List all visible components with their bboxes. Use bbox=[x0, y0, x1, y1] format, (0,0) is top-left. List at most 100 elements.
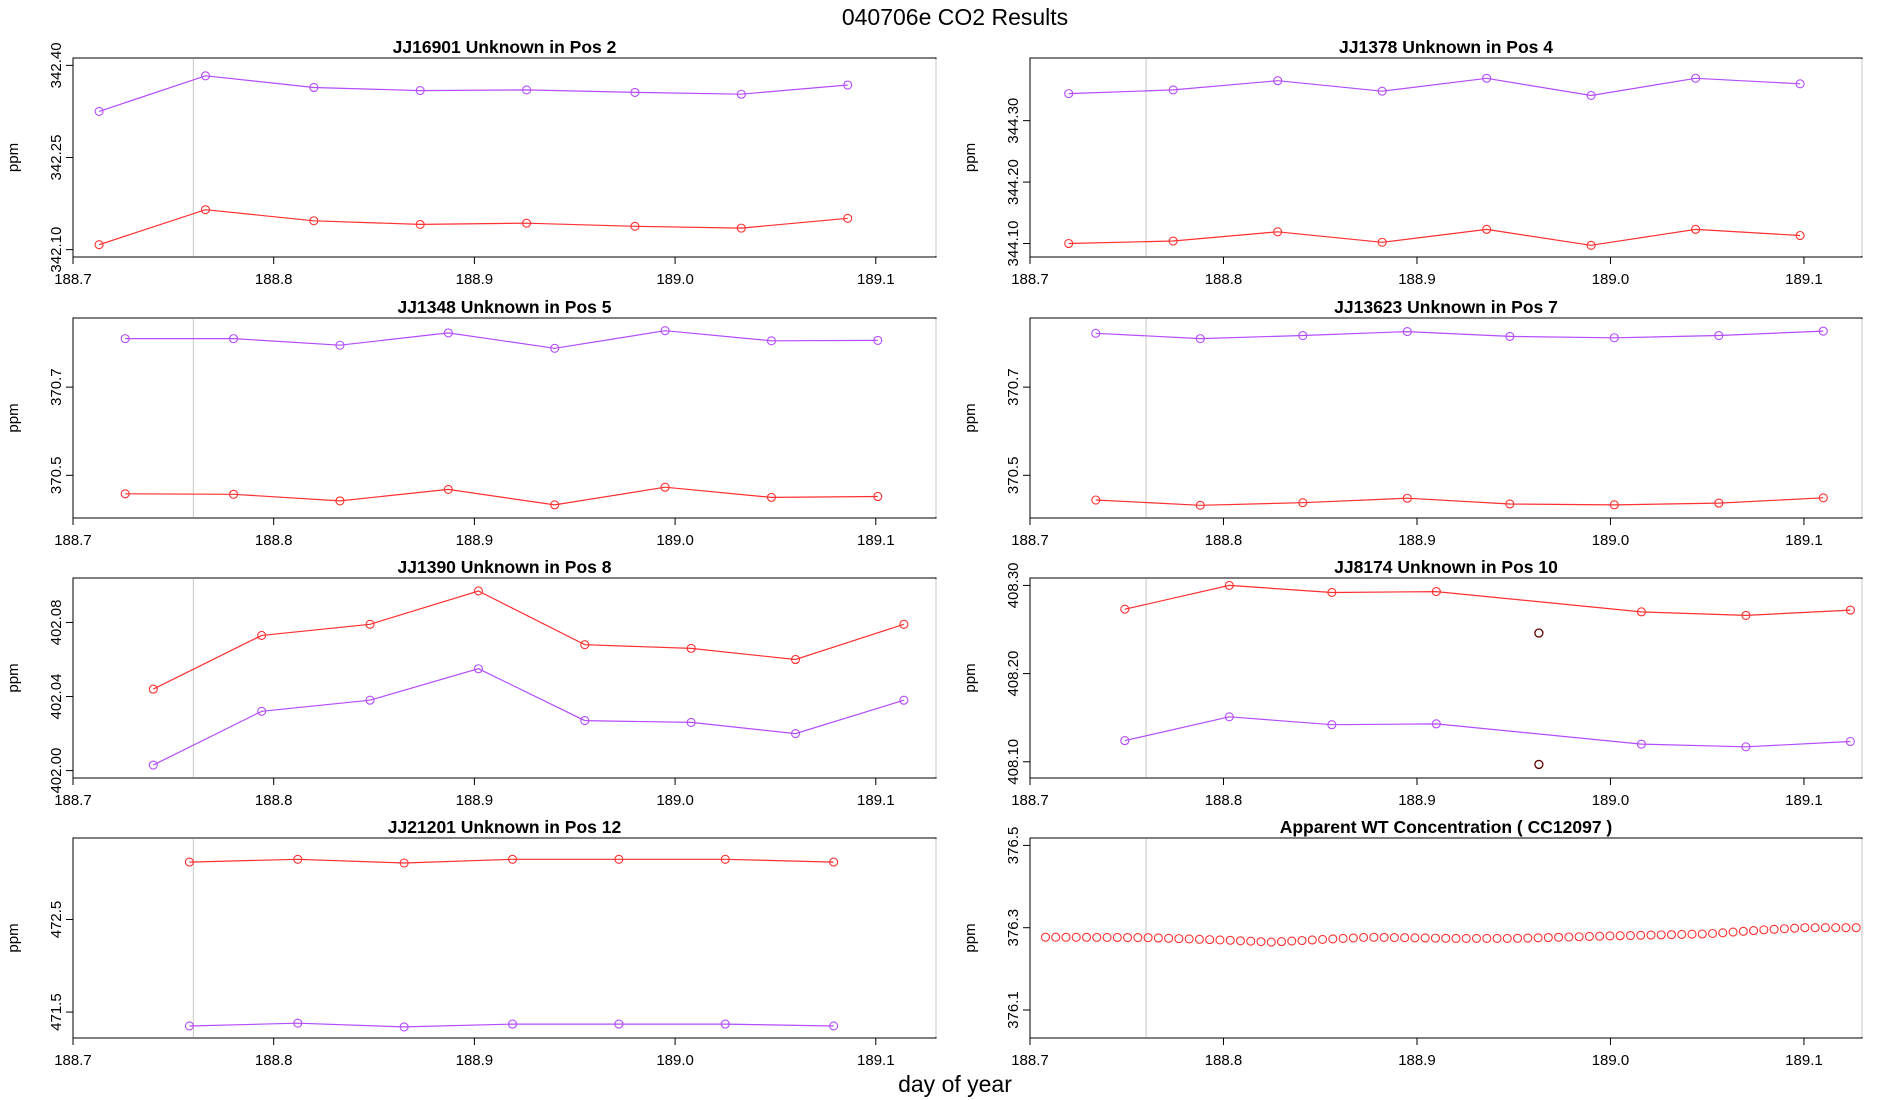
scatter-point bbox=[1533, 933, 1543, 943]
x-tick-label: 189.1 bbox=[857, 1052, 895, 1069]
scatter-point bbox=[1810, 923, 1820, 933]
panel-title: JJ1390 Unknown in Pos 8 bbox=[398, 557, 612, 577]
scatter-point bbox=[1205, 935, 1215, 945]
data-point-purple bbox=[736, 89, 746, 99]
scatter-point bbox=[1595, 931, 1605, 941]
data-point-red bbox=[1818, 493, 1828, 503]
scatter-point bbox=[1492, 933, 1502, 943]
x-tick-label: 189.0 bbox=[656, 271, 694, 288]
y-tick-label: 344.10 bbox=[1005, 221, 1022, 267]
scatter-point bbox=[1071, 932, 1081, 942]
plot-frame bbox=[72, 837, 937, 1039]
y-tick-label: 376.3 bbox=[1005, 909, 1022, 947]
data-point-purple bbox=[630, 87, 640, 97]
y-tick-label: 408.10 bbox=[1005, 739, 1022, 785]
series-line-red bbox=[125, 486, 878, 506]
panel-7: JJ21201 Unknown in Pos 12 188.7 188.8 188.9… bbox=[5, 817, 937, 1069]
scatter-point bbox=[1677, 929, 1687, 939]
data-point-red bbox=[580, 640, 590, 650]
x-tick-label: 188.9 bbox=[1398, 1052, 1436, 1069]
panel-title: JJ16901 Unknown in Pos 2 bbox=[393, 37, 617, 57]
scatter-point bbox=[1194, 934, 1204, 944]
x-tick-label: 188.8 bbox=[1205, 792, 1243, 809]
data-point-purple bbox=[1377, 86, 1387, 96]
panel-title: JJ1348 Unknown in Pos 5 bbox=[398, 297, 612, 317]
y-tick-label: 402.08 bbox=[48, 599, 65, 645]
x-tick-label: 188.8 bbox=[255, 532, 293, 549]
x-tick-label: 189.0 bbox=[656, 532, 694, 549]
scatter-point bbox=[1759, 925, 1769, 935]
scatter-point bbox=[1646, 930, 1656, 940]
data-point-red bbox=[309, 216, 319, 226]
x-tick-label: 188.7 bbox=[54, 1052, 92, 1069]
data-point-outlier-lower bbox=[1534, 759, 1544, 770]
scatter-point bbox=[1164, 933, 1174, 943]
panel-3: JJ1348 Unknown in Pos 5 188.7 188.8 188.9 18… bbox=[5, 297, 937, 549]
data-point-red bbox=[1091, 495, 1101, 505]
x-tick-label: 188.8 bbox=[255, 792, 293, 809]
data-point-purple bbox=[1795, 79, 1805, 89]
x-tick-label: 189.0 bbox=[656, 792, 694, 809]
scatter-point bbox=[1564, 932, 1574, 942]
scatter-point bbox=[1471, 933, 1482, 943]
data-point-red bbox=[1714, 498, 1724, 508]
data-point-purple bbox=[1482, 73, 1492, 83]
x-tick-label: 188.8 bbox=[255, 271, 293, 288]
data-point-purple bbox=[720, 1019, 730, 1029]
y-axis-label: ppm bbox=[962, 663, 979, 692]
data-point-red bbox=[873, 491, 883, 502]
series-line-purple bbox=[1124, 716, 1851, 748]
y-tick-label: 471.5 bbox=[48, 993, 65, 1031]
data-point-red bbox=[415, 219, 425, 229]
panel-1: JJ16901 Unknown in Pos 2 188.7 188.8 188.9 1… bbox=[5, 37, 937, 288]
x-tick-label: 189.1 bbox=[857, 532, 895, 549]
plot-frame bbox=[1029, 317, 1863, 519]
x-tick-label: 188.9 bbox=[1398, 532, 1436, 549]
x-tick-label: 189.1 bbox=[1785, 1052, 1823, 1069]
scatter-point bbox=[1707, 928, 1718, 939]
scatter-point bbox=[1656, 930, 1666, 940]
x-tick-label: 188.7 bbox=[54, 792, 92, 809]
scatter-point bbox=[1102, 932, 1112, 942]
y-tick-label: 402.00 bbox=[48, 748, 65, 794]
scatter-point bbox=[1092, 932, 1102, 942]
data-point-red bbox=[1586, 240, 1596, 250]
figure-title: 040706e CO2 Results bbox=[842, 4, 1068, 30]
x-tick-label: 189.1 bbox=[1785, 532, 1823, 549]
data-point-purple bbox=[1609, 333, 1619, 343]
series-line-purple bbox=[153, 668, 905, 766]
data-point-purple bbox=[1818, 326, 1828, 336]
series-line-purple bbox=[125, 330, 878, 349]
scatter-point bbox=[1235, 936, 1246, 946]
scatter-point bbox=[1461, 933, 1471, 943]
data-point-red bbox=[365, 619, 375, 629]
scatter-point bbox=[1061, 932, 1071, 942]
data-point-red bbox=[630, 221, 640, 231]
panel-title: JJ13623 Unknown in Pos 7 bbox=[1334, 297, 1558, 317]
scatter-point bbox=[1318, 934, 1328, 945]
scatter-point bbox=[1307, 935, 1317, 945]
scatter-point bbox=[1143, 933, 1153, 943]
scatter-point bbox=[1266, 937, 1276, 947]
scatter-point bbox=[1246, 936, 1256, 946]
x-tick-label: 189.1 bbox=[1785, 271, 1823, 288]
data-point-purple bbox=[1298, 330, 1308, 341]
scatter-point bbox=[1081, 932, 1092, 942]
y-axis-label: ppm bbox=[5, 663, 22, 692]
scatter-point bbox=[1625, 930, 1635, 941]
data-point-red bbox=[257, 630, 267, 640]
x-tick-label: 188.7 bbox=[54, 532, 92, 549]
data-point-red bbox=[184, 857, 194, 867]
scatter-point bbox=[1215, 935, 1225, 945]
y-axis-label: ppm bbox=[962, 143, 979, 172]
data-point-red bbox=[293, 854, 303, 864]
data-point-red bbox=[660, 482, 670, 492]
series-line-red bbox=[1124, 584, 1851, 617]
x-tick-label: 188.9 bbox=[456, 1052, 494, 1069]
data-point-purple bbox=[1586, 90, 1596, 101]
data-point-purple bbox=[1224, 712, 1234, 722]
scatter-point bbox=[1123, 932, 1133, 943]
scatter-point bbox=[1112, 932, 1122, 943]
data-point-purple bbox=[829, 1021, 839, 1031]
scatter-point bbox=[1841, 923, 1851, 933]
